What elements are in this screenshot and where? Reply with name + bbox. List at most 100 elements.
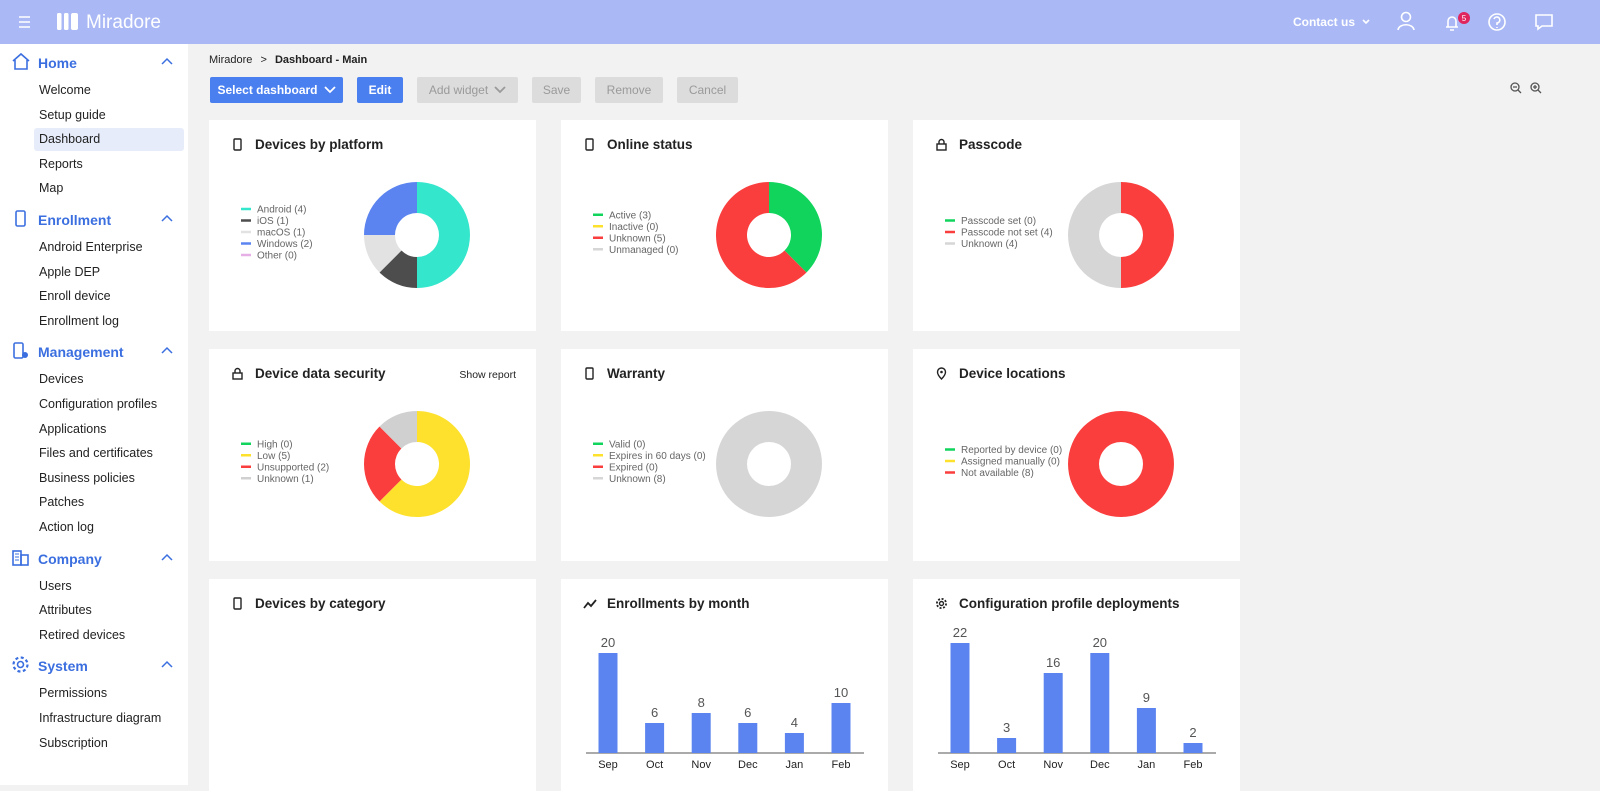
legend-label: iOS (1) (257, 216, 289, 227)
widget-title: Passcode (959, 137, 1023, 152)
nav-section[interactable]: Company (0, 547, 188, 571)
x-tick-label: Jan (1138, 759, 1156, 771)
donut-segment (364, 426, 402, 502)
x-tick-label: Nov (691, 759, 711, 771)
zoom-in[interactable] (1530, 82, 1540, 92)
nav-icon (12, 52, 30, 70)
nav-item[interactable]: Devices (39, 372, 84, 387)
nav-item[interactable]: Enroll device (39, 289, 111, 304)
bar (1043, 673, 1063, 753)
legend-label: High (0) (257, 439, 293, 450)
crumb-separator: > (260, 54, 267, 66)
toolbar-button: Cancel (677, 77, 738, 103)
bar (598, 653, 618, 753)
widget-title: Devices by category (255, 596, 386, 611)
donut-segment (379, 411, 417, 449)
nav-item[interactable]: Action log (39, 520, 94, 534)
widget-icon (232, 367, 243, 380)
legend-label: Unknown (1) (257, 474, 314, 485)
nav-item[interactable]: Reports (39, 156, 83, 171)
donut-segment (364, 235, 402, 273)
widget-card: Valid (0) Expires in 60 days (0) Expired (… (561, 349, 888, 561)
value-label: 6 (744, 705, 751, 720)
nav-section-title: Home (38, 55, 77, 71)
crumb[interactable]: Miradore (209, 54, 253, 66)
nav-item[interactable]: Android Enterprise (39, 240, 143, 254)
nav-item[interactable]: Permissions (39, 686, 108, 701)
nav-section-title: Management (38, 344, 124, 361)
nav-item[interactable]: Infrastructure diagram (39, 711, 162, 725)
widget-link[interactable]: Show report (459, 369, 516, 381)
bell-icon[interactable] (1446, 16, 1458, 31)
badge-count: 5 (1462, 14, 1467, 23)
logo (57, 13, 78, 30)
nav-item[interactable]: Configuration profiles (39, 397, 158, 411)
widget-card: High (0) Low (5) Unsupported (2) Unknown (1… (209, 349, 536, 561)
nav-item[interactable]: Apple DEP (39, 264, 101, 279)
help-icon[interactable] (1488, 13, 1506, 31)
nav-icon (13, 342, 28, 360)
zoom-out[interactable] (1510, 82, 1520, 92)
nav-item[interactable]: Patches (39, 495, 85, 510)
donut-segment (417, 182, 470, 288)
donut-segment (1121, 182, 1174, 288)
nav-section-title: System (38, 658, 88, 675)
value-label: 6 (651, 705, 658, 720)
nav-section[interactable]: Enrollment (0, 208, 188, 232)
bar (997, 738, 1017, 753)
toolbar-button[interactable]: Select dashboard (210, 77, 343, 103)
nav-item[interactable]: Users (39, 578, 72, 593)
bar (950, 643, 970, 753)
menu-icon[interactable] (19, 16, 30, 28)
x-tick-label: Sep (598, 759, 618, 771)
widget-card: Reported by device (0) Assigned manually … (913, 349, 1240, 561)
widget-chart: High (0)Low (5)Unsupported (2)Unknown (1… (232, 367, 471, 517)
nav-item[interactable]: Files and certificates (39, 446, 153, 461)
bar (738, 723, 758, 753)
sidebar: Home Welcome Setup guide Dashboard Reports Ma… (0, 44, 188, 785)
nav-item[interactable]: Attributes (39, 603, 92, 618)
legend-label: Unknown (4) (961, 239, 1018, 250)
legend-label: Unknown (8) (609, 474, 666, 485)
x-tick-label: Nov (1043, 759, 1063, 771)
widget-chart: 20 Sep 6 Oct 8 Nov 6 Dec 4 Jan 10 Feb (583, 599, 864, 771)
nav-item[interactable]: Business policies (39, 470, 135, 485)
widget-title: Enrollments by month (607, 596, 750, 611)
crumb: Dashboard - Main (274, 54, 368, 66)
nav-item[interactable]: Enrollment log (39, 313, 119, 328)
widget-icon (936, 367, 947, 380)
nav-section[interactable]: Home (0, 51, 188, 75)
button-label: Cancel (688, 83, 727, 97)
widget-chart: Reported by device (0)Assigned manually … (936, 367, 1174, 517)
widget-icon (936, 138, 947, 151)
nav-item[interactable]: Welcome (39, 83, 91, 97)
contact-link[interactable]: Contact us (1293, 15, 1355, 29)
value-label: 8 (698, 695, 705, 710)
widget-icon (585, 138, 594, 151)
legend-label: Active (3) (609, 210, 651, 221)
nav-item[interactable]: Setup guide (39, 107, 106, 122)
bar (691, 713, 711, 753)
widget-icon (583, 599, 597, 609)
nav-item[interactable]: Applications (39, 421, 107, 436)
nav-item[interactable]: Retired devices (39, 627, 126, 642)
bar (831, 703, 851, 753)
nav-item[interactable]: Subscription (39, 735, 108, 750)
button-label: Select dashboard (217, 83, 318, 97)
toolbar-button[interactable]: Edit (357, 77, 403, 103)
nav-icon (12, 656, 29, 673)
nav-item[interactable]: Dashboard (34, 128, 184, 152)
button-label: Edit (368, 83, 392, 97)
chat-icon[interactable] (1535, 14, 1553, 31)
nav-section[interactable]: System (0, 654, 188, 678)
widget-card: Active (3) Inactive (0) Unknown (5) Unmanag… (561, 120, 888, 331)
nav-section[interactable]: Management (0, 340, 188, 364)
legend-label: Expires in 60 days (0) (609, 451, 706, 462)
user-icon[interactable] (1400, 11, 1412, 23)
widget-card: 20 Sep 6 Oct 8 Nov 6 Dec 4 Jan 10 Feb Enrollments by… (561, 579, 888, 791)
nav-item[interactable]: Map (39, 181, 64, 196)
toolbar-button: Save (532, 77, 581, 103)
breadcrumb: Miradore > Dashboard - Main (209, 54, 367, 66)
x-tick-label: Oct (646, 759, 663, 771)
legend-label: Expired (0) (609, 462, 658, 473)
